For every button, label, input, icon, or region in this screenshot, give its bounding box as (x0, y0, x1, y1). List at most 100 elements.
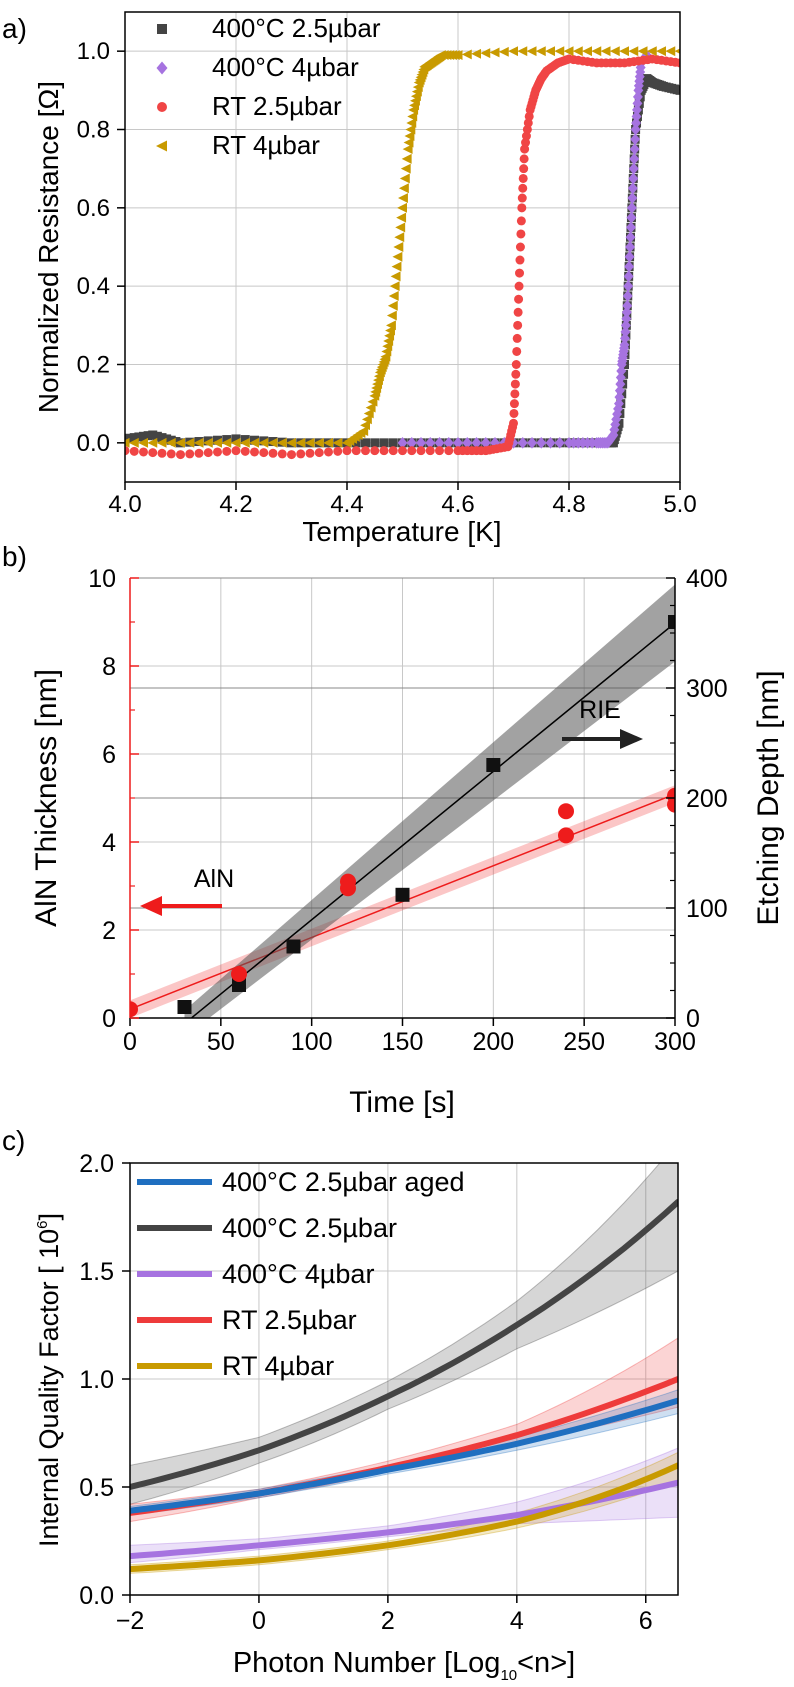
panel-c-y-label-end: ] (34, 1213, 64, 1221)
panel-a-data-point (434, 436, 445, 449)
panel-a-data-point (213, 447, 222, 457)
panel-a-data-point (162, 434, 172, 444)
panel-a-x-tick-label: 4.4 (330, 491, 363, 518)
panel-a-data-point (480, 48, 491, 59)
panel-a-data-point (519, 154, 529, 164)
panel-a-data-point (572, 46, 583, 57)
panel-a-data-point (185, 449, 195, 459)
panel-a-data-point (156, 437, 167, 448)
panel-a-data-point (609, 423, 620, 436)
panel-a-data-point (517, 436, 528, 449)
panel-a-data-point (360, 420, 370, 431)
panel-c-x-tick-label: 6 (639, 1607, 653, 1635)
panel-b: b) 0 50 100 150 200 250 3000246810010020030040… (2, 541, 785, 1119)
panel-a-data-point (637, 46, 648, 57)
panel-b-rie-annotation-label: RIE (579, 696, 621, 724)
panel-c-ticks: −2 0 2 4 6 0.0 0.5 1.0 1.5 2.0 (79, 1150, 652, 1635)
panel-a-data-point (398, 446, 407, 456)
panel-c-x-tick-label: 2 (381, 1607, 395, 1635)
panel-a-data-point (452, 50, 463, 61)
panel-a-y-tick-label: 0.0 (77, 430, 110, 457)
panel-c-x-label-main: Photon Number [Log (233, 1647, 501, 1679)
panel-a-data-point (389, 281, 400, 292)
panel-a-data-point (627, 182, 638, 195)
panel-a-data-point (614, 384, 625, 397)
panel-a-data-point (510, 379, 520, 389)
panel-a-data-point (222, 435, 232, 445)
panel-a-data-point (313, 437, 324, 448)
panel-b-etching-point (286, 939, 301, 954)
panel-a-data-point (514, 281, 524, 291)
panel-a-data-point (166, 449, 176, 459)
panel-a-data-point (623, 270, 634, 283)
panel-a-data-point (240, 435, 250, 445)
panel-a-x-tick-label: 4.6 (441, 491, 474, 518)
panel-c-series-line (130, 1198, 678, 1490)
panel-a-legend-marker (156, 140, 167, 152)
panel-a-data-point (626, 201, 637, 214)
panel-a-label: a) (2, 13, 27, 44)
panel-a-data-point (512, 333, 522, 343)
panel-b-x-tick-label: 100 (291, 1028, 333, 1056)
panel-c-y-label-sup: 6 (34, 1221, 51, 1229)
panel-a-data-point (152, 431, 162, 441)
panel-a-x-label: Temperature [K] (302, 516, 501, 547)
panel-a-data-point (379, 446, 389, 456)
panel-a-data-point (509, 408, 519, 418)
panel-a-data-point (615, 371, 626, 384)
panel-a-data-point (386, 320, 396, 331)
panel-a-data-point (143, 431, 153, 441)
panel-a-data-point (407, 446, 417, 456)
panel-c-legend-label: 400°C 2.5µbar (222, 1213, 397, 1243)
panel-b-x-tick-label: 0 (123, 1028, 137, 1056)
panel-a-data-point (535, 46, 546, 57)
panel-a-data-point (620, 326, 631, 338)
panel-a-data-point (268, 448, 278, 458)
panel-a-legend-label: RT 4µbar (212, 130, 320, 160)
panel-a-data-point (582, 46, 592, 57)
panel-a-data-point (231, 434, 241, 444)
panel-c-legend-label: RT 2.5µbar (222, 1305, 357, 1335)
panel-a-data-point (615, 378, 626, 390)
panel-a-data-point (222, 446, 232, 456)
panel-a-series (397, 49, 652, 449)
panel-a-data-point (171, 437, 181, 447)
panel-a-data-point (622, 290, 633, 302)
panel-c-x-tick-label: −2 (116, 1607, 145, 1635)
panel-a-data-point (517, 193, 527, 203)
panel-a-data-point (342, 446, 352, 456)
panel-a-data-point (139, 431, 148, 441)
panel-a-data-point (250, 447, 259, 457)
panel-a-data-point (361, 438, 370, 448)
panel-b-y-label-left: AlN Thickness [nm] (30, 669, 63, 927)
panel-a-data-point (513, 307, 523, 317)
panel-a-data-point (516, 229, 526, 239)
panel-b-rie-fit-line (191, 622, 675, 1018)
panel-a-data-point (386, 310, 397, 321)
panel-c-series-line (130, 1462, 678, 1573)
panel-a-x-tick-label: 4.0 (108, 491, 141, 518)
panel-b-thickness-point (340, 880, 356, 897)
panel-b-y-label-right: Etching Depth [nm] (752, 670, 785, 925)
panel-a-data-point (388, 446, 398, 456)
panel-a-legend-label: 400°C 2.5µbar (212, 13, 381, 43)
panel-a-data-point (397, 202, 407, 213)
panel-a-data-point (239, 437, 250, 448)
panel-a-data-point (361, 446, 370, 456)
panel-a-data-point (267, 437, 278, 448)
panel-c-legend: 400°C 2.5µbar aged 400°C 2.5µbar 400°C 4µb… (137, 1167, 465, 1381)
panel-b-y-right-tick-label: 100 (686, 895, 728, 923)
panel-a-data-point (631, 110, 642, 123)
panel-a-data-point (511, 360, 521, 369)
panel-a-data-point (286, 437, 296, 448)
panel-a-y-tick-label: 1.0 (77, 38, 110, 65)
panel-b-y-tick-label: 0 (102, 1005, 116, 1033)
panel-a-frame (124, 11, 681, 483)
panel-b-y-tick-label: 6 (102, 741, 116, 769)
panel-a-data-point (324, 447, 333, 457)
panel-a-data-point (392, 251, 403, 262)
panel-c-y-tick-label: 0.5 (79, 1474, 114, 1502)
panel-a-data-point (444, 446, 454, 456)
